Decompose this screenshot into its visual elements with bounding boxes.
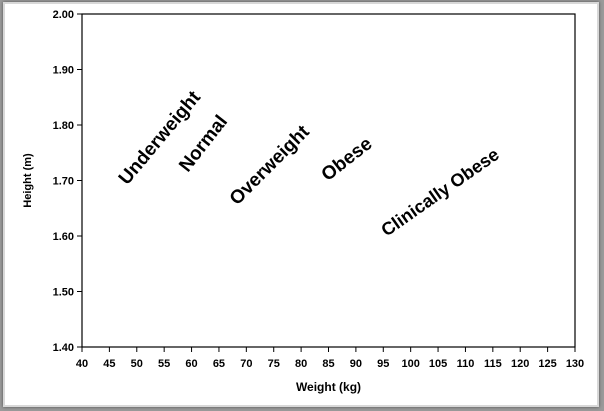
- x-tick-label: 55: [158, 358, 170, 370]
- x-tick-label: 100: [401, 358, 419, 370]
- y-tick-label: 1.70: [53, 176, 74, 188]
- x-tick-label: 115: [484, 358, 502, 370]
- x-tick-label: 110: [457, 358, 475, 370]
- x-tick-label: 65: [213, 358, 225, 370]
- x-tick-label: 60: [185, 358, 197, 370]
- y-tick-label: 1.60: [53, 231, 74, 243]
- y-tick-label: 1.90: [53, 65, 74, 77]
- x-tick-label: 75: [268, 358, 280, 370]
- x-tick-label: 50: [131, 358, 143, 370]
- y-tick-label: 1.50: [53, 287, 74, 299]
- x-tick-label: 130: [566, 358, 584, 370]
- x-tick-label: 105: [429, 358, 447, 370]
- y-tick-label: 1.40: [53, 342, 74, 354]
- y-tick-label: 1.80: [53, 120, 74, 132]
- x-tick-label: 80: [295, 358, 307, 370]
- x-axis-label: Weight (kg): [296, 380, 361, 394]
- x-tick-label: 45: [103, 358, 115, 370]
- x-tick-label: 40: [76, 358, 88, 370]
- band-underweight: [82, 14, 575, 347]
- y-tick-label: 2.00: [53, 9, 74, 21]
- x-tick-label: 125: [538, 358, 556, 370]
- chart-frame: 40 45 50 55 60 65 70 75 80 85 90 95 100 105 110 115 120 1…: [3, 2, 599, 407]
- y-axis-label: Height (m): [22, 153, 34, 208]
- x-tick-label: 70: [240, 358, 252, 370]
- x-tick-label: 95: [377, 358, 389, 370]
- bmi-chart: 40 45 50 55 60 65 70 75 80 85 90 95 100 105 110 115 120 1…: [22, 9, 584, 394]
- x-tick-label: 85: [322, 358, 334, 370]
- x-tick-label: 120: [511, 358, 529, 370]
- x-tick-label: 90: [350, 358, 362, 370]
